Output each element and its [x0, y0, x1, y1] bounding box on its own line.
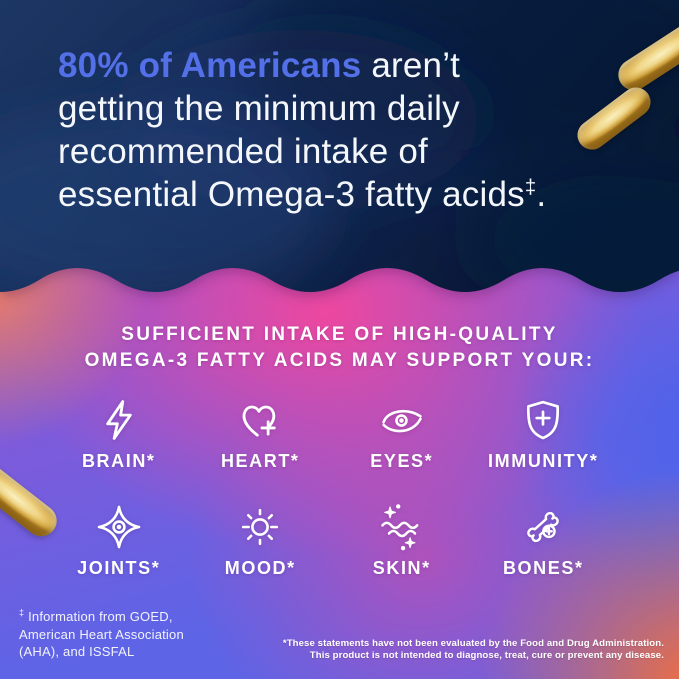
- benefits-heading: SUFFICIENT INTAKE OF HIGH-QUALITY OMEGA-…: [0, 322, 679, 374]
- bone-plus-icon: [517, 501, 569, 553]
- skin-sparkles-icon: [376, 501, 428, 553]
- benefit-label: BONES*: [502, 558, 584, 578]
- benefit-label: MOOD*: [224, 558, 296, 578]
- benefit-bones: BONES*: [473, 501, 615, 579]
- lightning-icon: [93, 394, 145, 446]
- headline-line-1: 80% of Americans aren’t: [58, 44, 643, 87]
- benefit-mood: MOOD*: [190, 501, 332, 579]
- shield-plus-icon: [517, 394, 569, 446]
- benefit-label: EYES*: [370, 451, 434, 471]
- heart-plus-icon: [234, 394, 286, 446]
- headline-highlight: 80% of Americans: [58, 46, 362, 85]
- benefit-label: IMMUNITY*: [488, 451, 599, 471]
- source-footnote: ‡ Information from GOED, American Heart …: [19, 608, 184, 661]
- benefits-heading-line-1: SUFFICIENT INTAKE OF HIGH-QUALITY: [121, 324, 558, 345]
- benefit-eyes: EYES*: [331, 394, 473, 472]
- footnote-marker: ‡: [19, 607, 25, 618]
- headline-line-2: getting the minimum daily: [58, 89, 460, 128]
- benefit-label: JOINTS*: [77, 558, 161, 578]
- benefits-grid: BRAIN* HEART* EYES* IMMUNITY* JOINTS* MOOD* SK…: [48, 394, 614, 579]
- benefit-skin: SKIN*: [331, 501, 473, 579]
- headline-line-4-text: essential Omega-3 fatty acids: [58, 175, 525, 214]
- benefit-label: BRAIN*: [81, 451, 156, 471]
- benefit-label: HEART*: [220, 451, 300, 471]
- source-footnote-text: Information from GOED, American Heart As…: [19, 609, 184, 659]
- footnote-marker: ‡: [524, 176, 537, 199]
- headline-rest: aren’t: [361, 46, 461, 85]
- headline-line-3: recommended intake of: [58, 132, 428, 171]
- benefit-heart: HEART*: [190, 394, 332, 472]
- headline-period: .: [536, 175, 547, 214]
- benefit-label: SKIN*: [372, 558, 431, 578]
- benefit-brain: BRAIN*: [48, 394, 190, 472]
- benefit-joints: JOINTS*: [48, 501, 190, 579]
- joint-star-icon: [93, 501, 145, 553]
- benefit-immunity: IMMUNITY*: [473, 394, 615, 472]
- navy-wave-background: [0, 0, 679, 292]
- sun-icon: [234, 501, 286, 553]
- headline-line-4: essential Omega-3 fatty acids‡.: [58, 173, 643, 216]
- eye-icon: [376, 394, 428, 446]
- fda-disclaimer: *These statements have not been evaluate…: [282, 637, 664, 662]
- benefits-heading-line-2: OMEGA-3 FATTY ACIDS MAY SUPPORT YOUR:: [84, 350, 595, 371]
- headline: 80% of Americans aren’t getting the mini…: [58, 44, 643, 216]
